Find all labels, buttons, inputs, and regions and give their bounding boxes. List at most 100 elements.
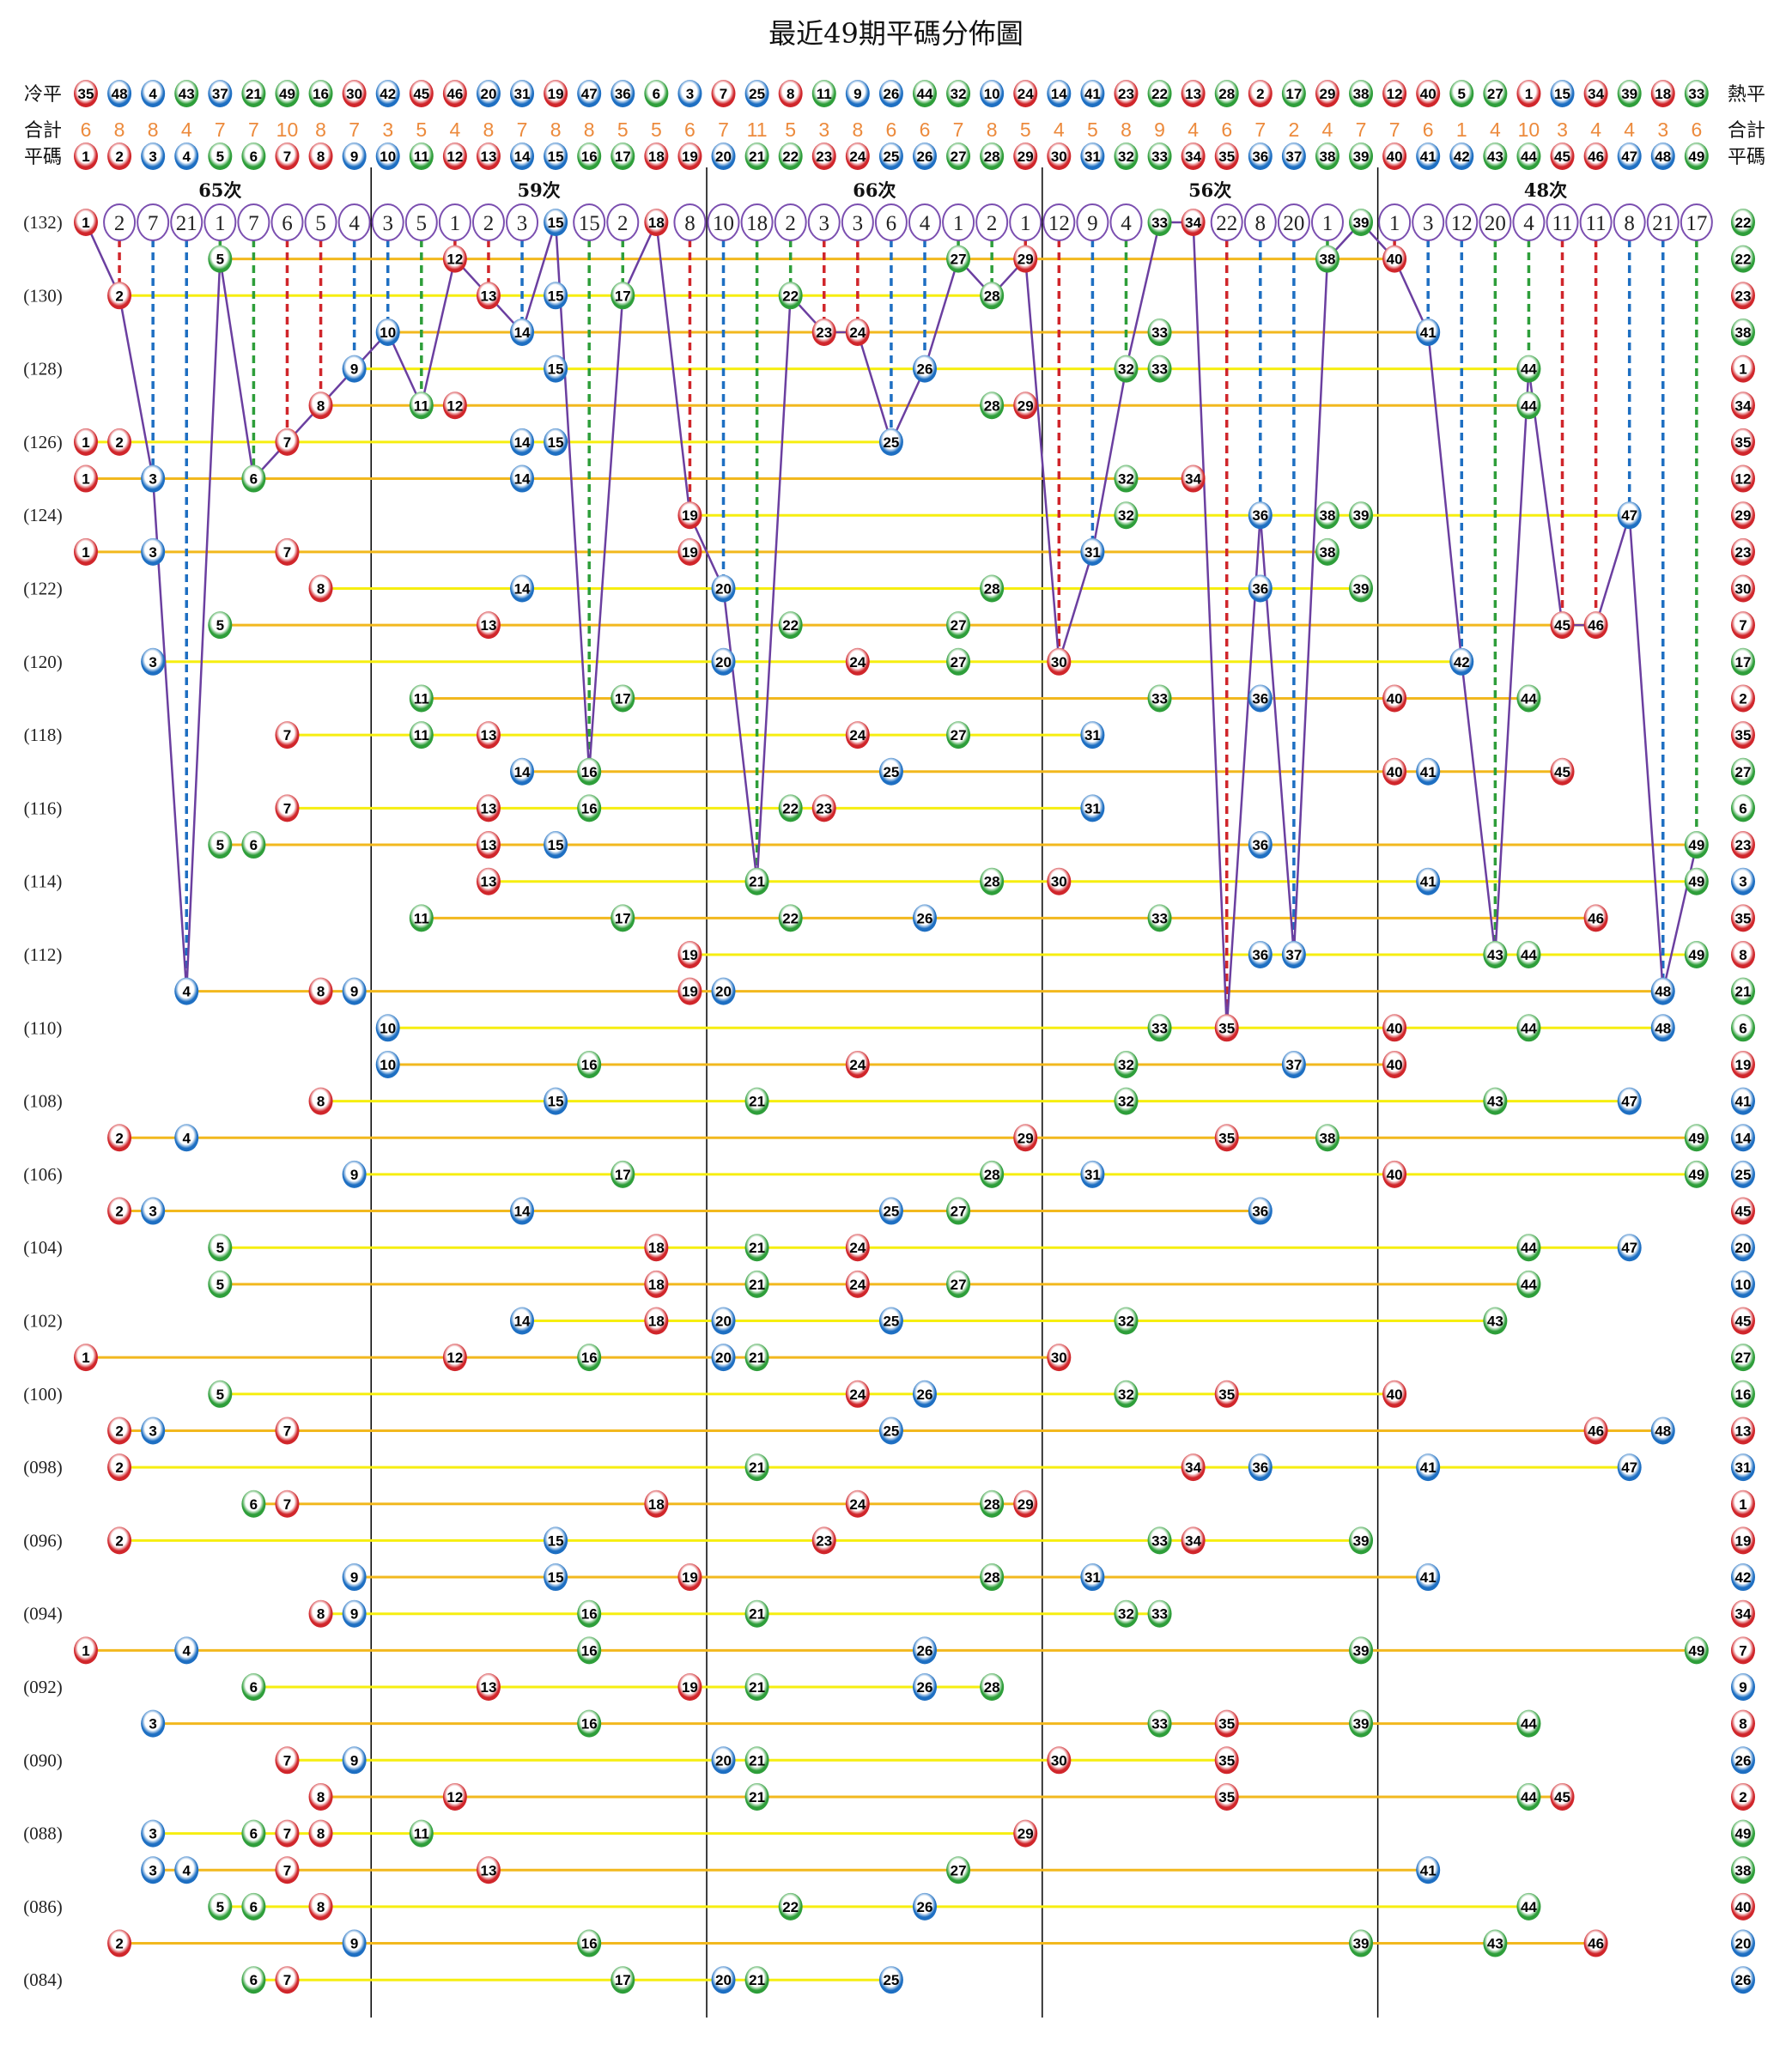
ball-number: 40 <box>1420 86 1437 102</box>
drawn-ball: 10 <box>375 1050 400 1078</box>
ball-number: 12 <box>446 1350 463 1366</box>
drawn-ball: 21 <box>744 1344 769 1372</box>
ball-blue <box>711 977 736 1005</box>
ball-number: 41 <box>1420 764 1437 780</box>
ball-green <box>1684 831 1709 859</box>
total-count: 8 <box>114 118 125 141</box>
drawn-ball: 30 <box>1047 867 1072 895</box>
ball-number: 20 <box>715 1972 732 1988</box>
ball-red <box>1013 245 1038 273</box>
ball-number: 42 <box>1735 1569 1752 1586</box>
ball-green <box>946 143 971 170</box>
ball-blue <box>141 1417 166 1445</box>
total-count: 8 <box>550 118 562 141</box>
drawn-ball: 36 <box>1248 1453 1273 1482</box>
ball-green <box>241 1819 266 1848</box>
ball-number: 36 <box>1252 1204 1268 1220</box>
drawn-ball: 33 <box>1147 209 1172 236</box>
cold-ball: 39 <box>1617 80 1642 107</box>
ball-green <box>208 831 233 859</box>
ball-red <box>1731 1417 1755 1445</box>
svg-text:6: 6 <box>886 212 897 235</box>
drawn-ball: 35 <box>1214 1746 1239 1775</box>
ball-number: 35 <box>1218 1789 1235 1805</box>
ball-red <box>442 143 467 170</box>
total-count: 3 <box>1657 118 1668 141</box>
ball-green <box>1147 1526 1172 1555</box>
drawn-ball: 7 <box>275 1856 300 1884</box>
drawn-ball: 15 <box>544 355 568 383</box>
drawn-ball: 29 <box>1013 1819 1038 1848</box>
ball-green <box>744 1270 769 1298</box>
drawn-ball: 40 <box>1382 684 1407 713</box>
number-header-ball: 47 <box>1617 143 1642 170</box>
cold-ball: 6 <box>644 80 669 107</box>
drawn-ball: 20 <box>711 1344 736 1372</box>
drawn-ball: 24 <box>845 1380 870 1408</box>
svg-text:7: 7 <box>148 212 159 235</box>
ball-red <box>1013 391 1038 420</box>
ball-green <box>1114 1050 1139 1078</box>
ball-red <box>74 537 98 566</box>
drawn-ball: 21 <box>744 1673 769 1701</box>
ball-green <box>644 80 669 107</box>
total-count: 7 <box>953 118 964 141</box>
ball-number: 29 <box>1017 252 1034 268</box>
drawn-ball: 46 <box>1583 611 1608 640</box>
drawn-ball: 36 <box>1248 501 1273 530</box>
drawn-ball: 19 <box>677 537 702 566</box>
ball-red <box>1731 574 1755 603</box>
ball-red <box>275 143 300 170</box>
ball-green <box>1349 1526 1374 1555</box>
ball-number: 49 <box>1688 947 1704 963</box>
ball-green <box>778 143 803 170</box>
drawn-ball: 8 <box>308 1819 333 1848</box>
drawn-ball: 47 <box>1617 1453 1642 1482</box>
ball-number: 33 <box>1151 215 1168 231</box>
ball-number: 14 <box>514 325 531 341</box>
omission-count: 11 <box>1546 203 1579 241</box>
omission-count: 2 <box>606 203 640 241</box>
cold-ball: 42 <box>375 80 400 107</box>
ball-red <box>845 1380 870 1408</box>
ball-green <box>208 1234 233 1262</box>
ball-number: 22 <box>1151 86 1168 102</box>
ball-number: 35 <box>1218 149 1235 165</box>
ball-number: 19 <box>682 1679 698 1696</box>
ball-red <box>1382 757 1407 786</box>
ball-red <box>845 1234 870 1262</box>
ball-number: 34 <box>1185 1459 1201 1476</box>
ball-number: 24 <box>1017 86 1034 102</box>
omission-count: 3 <box>371 203 404 241</box>
cold-ball: 7 <box>711 80 736 107</box>
ball-green <box>610 684 635 713</box>
drawn-ball: 44 <box>1516 355 1541 383</box>
number-header-ball: 27 <box>946 143 971 170</box>
ball-number: 29 <box>1735 507 1752 524</box>
ball-number: 44 <box>1521 361 1537 378</box>
drawn-ball: 15 <box>544 1087 568 1115</box>
number-header-ball: 9 <box>342 143 367 170</box>
ball-number: 17 <box>615 910 631 926</box>
total-count: 2 <box>1288 118 1299 141</box>
cold-ball: 2 <box>1248 80 1273 107</box>
ball-number: 15 <box>548 215 564 231</box>
ball-green <box>1315 245 1339 273</box>
drawn-ball: 2 <box>107 428 132 456</box>
svg-text:8: 8 <box>1255 212 1267 235</box>
ball-number: 44 <box>1521 1899 1537 1915</box>
number-header-ball: 12 <box>442 143 467 170</box>
cold-ball: 34 <box>1583 80 1608 107</box>
drawn-ball: 33 <box>1147 904 1172 932</box>
period-label: (094) <box>23 1604 63 1624</box>
ball-number: 24 <box>849 1057 866 1073</box>
ball-number: 45 <box>1554 764 1570 780</box>
ball-red <box>677 537 702 566</box>
ball-green <box>577 1636 602 1665</box>
drawn-ball: 43 <box>1483 941 1508 968</box>
ball-number: 23 <box>1735 288 1752 304</box>
hot-ball: 7 <box>1731 1636 1755 1665</box>
ball-number: 21 <box>749 1679 765 1696</box>
ball-green <box>1114 355 1139 383</box>
ball-number: 14 <box>514 1204 531 1220</box>
